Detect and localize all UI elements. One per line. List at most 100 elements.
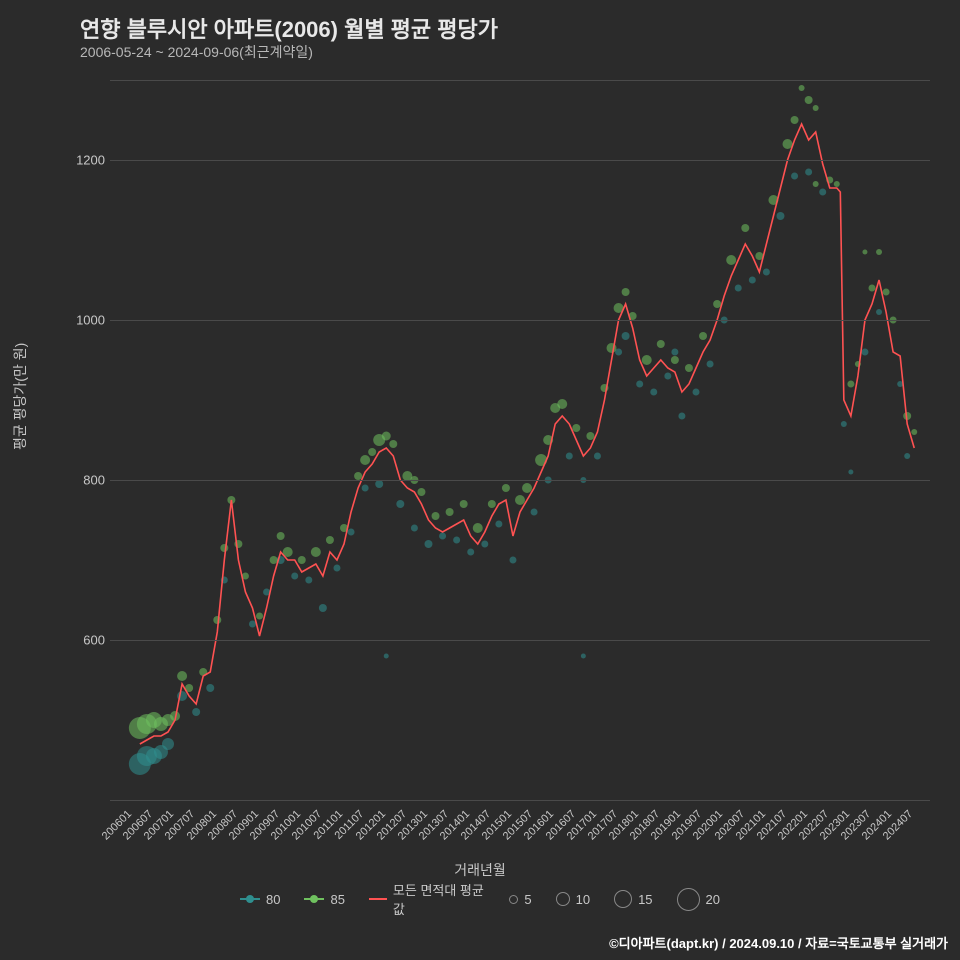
scatter-point-80: [424, 540, 432, 548]
scatter-point-80: [375, 480, 383, 488]
y-tick-label: 1000: [76, 313, 105, 328]
scatter-point-80: [861, 349, 868, 356]
scatter-point-85: [311, 547, 321, 557]
scatter-point-85: [862, 250, 867, 255]
scatter-point-80: [692, 389, 699, 396]
scatter-point-80: [566, 453, 573, 460]
scatter-point-85: [834, 181, 840, 187]
legend-series-80: 80: [240, 892, 280, 907]
scatter-point-85: [868, 285, 875, 292]
scatter-point-85: [622, 288, 630, 296]
scatter-point-85: [488, 500, 496, 508]
scatter-point-80: [453, 537, 460, 544]
scatter-point-80: [495, 521, 502, 528]
scatter-point-85: [671, 356, 679, 364]
scatter-point-80: [735, 285, 742, 292]
y-tick-label: 600: [83, 633, 105, 648]
legend-size-dot: [677, 888, 700, 911]
scatter-point-85: [586, 432, 594, 440]
scatter-point-85: [741, 224, 749, 232]
legend-label: 80: [266, 892, 280, 907]
legend-label: 20: [706, 892, 720, 907]
plot-svg: [110, 80, 930, 800]
credit-text: ©디아파트(dapt.kr) / 2024.09.10 / 자료=국토교통부 실…: [609, 933, 948, 952]
legend-key-line: [369, 898, 387, 900]
scatter-point-85: [502, 484, 510, 492]
scatter-point-80: [678, 413, 685, 420]
scatter-point-85: [220, 544, 228, 552]
legend-key-line: [240, 898, 260, 900]
y-tick-label: 1200: [76, 153, 105, 168]
legend-key-line: [304, 898, 324, 900]
scatter-point-85: [432, 512, 440, 520]
scatter-point-80: [819, 189, 826, 196]
scatter-point-80: [707, 361, 714, 368]
legend-label: 85: [330, 892, 344, 907]
legend-size-dot: [556, 892, 570, 906]
scatter-point-80: [664, 373, 671, 380]
scatter-point-85: [256, 613, 263, 620]
legend-size-15: 15: [614, 890, 652, 908]
scatter-point-85: [177, 671, 187, 681]
scatter-point-85: [813, 181, 819, 187]
legend-size-dot: [509, 895, 518, 904]
scatter-point-80: [791, 173, 798, 180]
gridline: [110, 640, 930, 641]
scatter-point-85: [360, 455, 370, 465]
legend-size-dot: [614, 890, 632, 908]
chart-container: 연향 블루시안 아파트(2006) 월별 평균 평당가 2006-05-24 ~…: [0, 0, 960, 960]
scatter-point-85: [791, 116, 799, 124]
scatter-point-85: [783, 139, 793, 149]
scatter-point-80: [805, 169, 812, 176]
scatter-point-80: [594, 453, 601, 460]
scatter-point-85: [417, 488, 425, 496]
scatter-point-85: [657, 340, 665, 348]
scatter-point-80: [841, 421, 847, 427]
scatter-point-85: [277, 532, 285, 540]
scatter-point-85: [515, 495, 525, 505]
scatter-point-85: [883, 289, 890, 296]
legend-size-5: 5: [509, 892, 531, 907]
scatter-point-80: [319, 604, 327, 612]
scatter-point-80: [348, 529, 355, 536]
avg-line: [140, 124, 914, 744]
legend-series-85: 85: [304, 892, 344, 907]
scatter-point-80: [749, 277, 756, 284]
y-tick-label: 800: [83, 473, 105, 488]
scatter-point-85: [642, 355, 652, 365]
scatter-point-80: [396, 500, 404, 508]
y-axis-label: 평균 평당가(만 원): [10, 343, 30, 450]
scatter-point-85: [726, 255, 736, 265]
legend-size-20: 20: [677, 888, 720, 911]
scatter-point-85: [270, 556, 278, 564]
scatter-point-85: [354, 472, 362, 480]
scatter-point-80: [333, 565, 340, 572]
scatter-point-85: [389, 440, 397, 448]
plot-area: [110, 80, 930, 800]
scatter-point-85: [799, 85, 805, 91]
scatter-point-80: [531, 509, 538, 516]
scatter-point-80: [776, 212, 784, 220]
scatter-point-85: [847, 381, 854, 388]
legend-line: 모든 면적대 평균값: [369, 880, 485, 918]
scatter-point-80: [481, 541, 488, 548]
scatter-point-85: [699, 332, 707, 340]
x-axis-label: 거래년월: [454, 860, 506, 880]
scatter-point-80: [162, 738, 174, 750]
panel-border: [110, 800, 930, 801]
scatter-point-85: [805, 96, 813, 104]
scatter-point-80: [622, 332, 630, 340]
scatter-point-85: [813, 105, 819, 111]
scatter-point-80: [411, 525, 418, 532]
legend-label: 5: [524, 892, 531, 907]
scatter-point-85: [911, 429, 917, 435]
scatter-point-85: [460, 500, 468, 508]
scatter-point-85: [446, 508, 454, 516]
scatter-point-85: [326, 536, 334, 544]
scatter-point-80: [467, 549, 474, 556]
scatter-point-80: [362, 485, 369, 492]
legend-label: 모든 면적대 평균값: [393, 880, 485, 918]
legend-label: 10: [576, 892, 590, 907]
scatter-point-80: [291, 573, 298, 580]
gridline: [110, 480, 930, 481]
